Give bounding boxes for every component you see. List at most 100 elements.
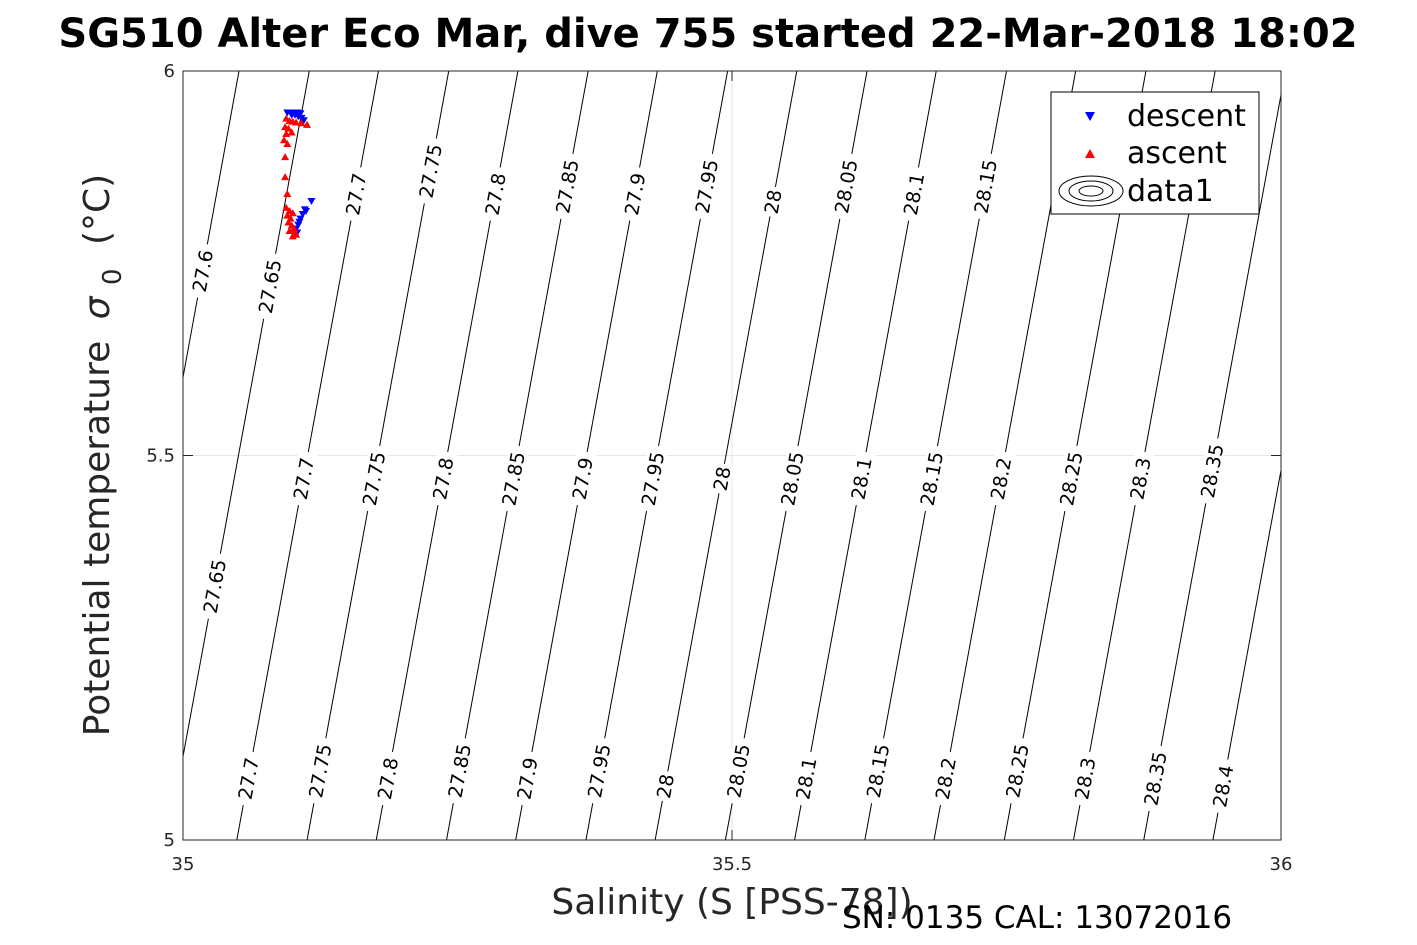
- contour-label-13: 27.7: [288, 450, 319, 507]
- contour-label-bg: [898, 165, 929, 223]
- ascent-point: [297, 119, 306, 127]
- contour-label-bg: [1070, 750, 1100, 807]
- ascent-point: [288, 209, 297, 217]
- contour-label-bg: [861, 736, 894, 806]
- contour-label-19: 28: [709, 462, 736, 496]
- ascent-point: [282, 130, 291, 138]
- contour-label-bg: [1195, 436, 1228, 506]
- contour-label-bg: [414, 136, 447, 206]
- chart-title: SG510 Alter Eco Mar, dive 755 started 22…: [58, 11, 1357, 57]
- contour-label-bg: [830, 152, 862, 221]
- contour-label-17: 27.9: [567, 450, 598, 507]
- ascent-point: [303, 120, 312, 128]
- legend-ascent-marker: [1085, 149, 1095, 158]
- contour-label-bg: [1055, 444, 1087, 513]
- descent-point: [299, 117, 308, 125]
- legend: descent ascent data1: [1050, 91, 1260, 215]
- contour-label-text: 28: [653, 772, 679, 800]
- contour-label-bg: [690, 152, 723, 221]
- contour-line-28-4: [1212, 467, 1281, 840]
- descent-point: [294, 221, 303, 229]
- y-axis-label-subscript: 0: [98, 268, 128, 285]
- contour-label-bg: [357, 444, 390, 513]
- contour-label-bg: [1139, 744, 1171, 813]
- serial-calibration-footer: SN: 0135 CAL: 13072016: [842, 900, 1232, 936]
- contour-label-bg: [969, 152, 1002, 221]
- y-tick-label: 5.5: [146, 446, 175, 467]
- ascent-point: [285, 226, 294, 234]
- contour-label-bg: [233, 750, 263, 807]
- contour-label-bg: [930, 750, 961, 807]
- ascent-point: [283, 190, 292, 198]
- contour-label-bg: [1125, 450, 1155, 507]
- contour-line-28-45: [1283, 71, 1417, 840]
- contour-label-bg: [582, 736, 615, 806]
- data-points: [280, 109, 316, 240]
- ascent-point: [288, 232, 297, 240]
- contour-label-bg: [288, 450, 319, 507]
- contour-label-8: 28: [760, 185, 787, 219]
- contour-label-bg: [709, 462, 735, 496]
- y-axis-label: Potential temperature σ 0 (°C): [77, 174, 130, 736]
- contour-label-bg: [428, 450, 458, 507]
- contour-label-bg: [551, 152, 583, 221]
- x-tick-label: 35.5: [712, 854, 752, 875]
- svg-text:Potential temperature σ: Potential temperature σ 0 (°C): [77, 174, 130, 736]
- legend-descent-label: descent: [1127, 99, 1246, 134]
- descent-point: [307, 197, 316, 205]
- contour-label-bg: [567, 450, 597, 507]
- contour-label-bg: [372, 750, 403, 807]
- contour-label-bg: [480, 165, 510, 223]
- contour-label-bg: [341, 165, 371, 223]
- contour-label-34: 28: [652, 769, 679, 803]
- axis-ticks: 35 35.5 36 5 5.5 6: [146, 61, 1292, 875]
- contour-label-bg: [722, 736, 754, 806]
- contour-label-bg: [776, 444, 808, 513]
- contour-label-text: 28: [710, 465, 736, 493]
- contour-label-bg: [636, 444, 669, 513]
- contour-label-bg: [915, 444, 948, 513]
- contour-label-bg: [253, 252, 286, 321]
- ascent-point: [281, 153, 290, 161]
- ascent-point: [284, 218, 293, 226]
- contour-label-bg: [304, 736, 336, 806]
- contour-label-bg: [760, 185, 786, 219]
- contour-label-bg: [791, 750, 821, 807]
- contour-label-bg: [846, 450, 876, 507]
- contour-label-bg: [443, 736, 476, 806]
- contour-label-bg: [985, 450, 1016, 507]
- contour-label-bg: [497, 444, 529, 513]
- ascent-point: [283, 211, 292, 219]
- descent-point: [298, 211, 307, 219]
- contour-label-bg: [652, 769, 678, 803]
- ascent-point: [292, 118, 301, 126]
- y-tick-label: 5: [164, 830, 175, 851]
- contour-line-27-6: [183, 71, 240, 381]
- contour-label-42: 28.4: [1208, 757, 1238, 815]
- legend-data1-label: data1: [1127, 174, 1214, 209]
- ascent-point: [282, 203, 291, 211]
- contour-label-bg: [198, 551, 231, 621]
- contour-line-27-65: [183, 71, 310, 760]
- contour-label-6: 27.9: [619, 165, 650, 223]
- y-axis-label-text: Potential temperature: [77, 341, 118, 736]
- ascent-point: [289, 224, 298, 232]
- x-axis-label: Salinity (S [PSS-78]): [551, 882, 912, 923]
- y-tick-label: 6: [164, 61, 175, 82]
- legend-descent-marker: [1085, 112, 1095, 121]
- y-axis-label-unit: (°C): [77, 174, 118, 245]
- contour-label-15: 27.8: [428, 450, 458, 507]
- ascent-point: [280, 136, 289, 144]
- legend-contour-icon: [1058, 175, 1124, 207]
- x-tick-label: 35: [172, 854, 195, 875]
- contour-label-bg: [1208, 757, 1238, 815]
- ascent-point: [283, 140, 292, 148]
- contour-label-bg: [187, 242, 218, 300]
- contour-label-bg: [512, 750, 542, 807]
- y-axis-label-symbol: σ: [77, 295, 118, 319]
- contour-label-bg: [1001, 736, 1033, 806]
- contour-label-text: 28: [761, 188, 787, 216]
- contour-label-bg: [619, 165, 650, 223]
- ascent-point: [287, 128, 296, 136]
